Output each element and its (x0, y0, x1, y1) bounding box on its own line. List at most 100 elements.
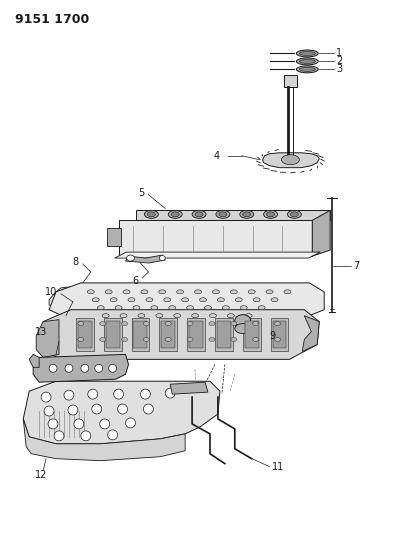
Polygon shape (106, 321, 120, 349)
Polygon shape (270, 318, 289, 351)
Ellipse shape (49, 365, 57, 372)
Ellipse shape (141, 290, 148, 294)
Ellipse shape (169, 306, 176, 310)
Ellipse shape (284, 290, 291, 294)
Ellipse shape (291, 212, 298, 217)
Ellipse shape (95, 365, 103, 372)
Ellipse shape (171, 212, 179, 217)
Ellipse shape (187, 321, 193, 326)
Ellipse shape (248, 290, 255, 294)
Ellipse shape (100, 321, 106, 326)
Ellipse shape (222, 306, 229, 310)
Ellipse shape (235, 324, 251, 334)
Text: 9: 9 (270, 330, 276, 341)
Ellipse shape (74, 419, 84, 429)
Ellipse shape (165, 321, 171, 326)
Ellipse shape (200, 298, 206, 302)
Ellipse shape (282, 155, 299, 165)
Ellipse shape (123, 290, 130, 294)
Text: 13: 13 (35, 327, 47, 336)
Ellipse shape (88, 389, 98, 399)
Text: 5: 5 (138, 188, 144, 198)
Ellipse shape (296, 58, 318, 65)
Ellipse shape (164, 298, 171, 302)
Ellipse shape (141, 389, 150, 399)
Ellipse shape (192, 314, 199, 318)
Ellipse shape (113, 389, 124, 399)
Polygon shape (215, 318, 233, 351)
Ellipse shape (127, 255, 134, 261)
Ellipse shape (143, 404, 153, 414)
Polygon shape (187, 318, 205, 351)
Ellipse shape (253, 298, 260, 302)
Polygon shape (39, 310, 319, 359)
Ellipse shape (133, 306, 140, 310)
Ellipse shape (100, 419, 110, 429)
Polygon shape (136, 211, 330, 220)
Ellipse shape (92, 404, 102, 414)
Polygon shape (312, 211, 330, 256)
Ellipse shape (143, 321, 149, 326)
Ellipse shape (102, 314, 109, 318)
Polygon shape (29, 354, 39, 367)
Ellipse shape (159, 256, 165, 261)
Polygon shape (119, 220, 312, 256)
Ellipse shape (240, 211, 254, 219)
Ellipse shape (105, 290, 112, 294)
Ellipse shape (253, 321, 259, 326)
Polygon shape (49, 283, 324, 320)
Ellipse shape (192, 211, 206, 219)
Ellipse shape (125, 418, 136, 428)
Ellipse shape (275, 337, 280, 342)
Ellipse shape (65, 365, 73, 372)
Ellipse shape (122, 337, 127, 342)
Ellipse shape (41, 392, 51, 402)
Ellipse shape (128, 298, 135, 302)
Polygon shape (132, 318, 149, 351)
Ellipse shape (144, 211, 158, 219)
Ellipse shape (205, 306, 211, 310)
Ellipse shape (235, 314, 251, 327)
Polygon shape (302, 316, 319, 351)
Ellipse shape (78, 321, 84, 326)
Text: 7: 7 (353, 261, 359, 271)
Ellipse shape (151, 306, 158, 310)
Ellipse shape (120, 314, 127, 318)
Ellipse shape (44, 406, 54, 416)
Ellipse shape (217, 298, 224, 302)
Ellipse shape (110, 298, 117, 302)
Ellipse shape (68, 405, 78, 415)
Ellipse shape (97, 306, 104, 310)
Polygon shape (125, 255, 165, 263)
Text: 12: 12 (35, 470, 47, 480)
Ellipse shape (118, 404, 127, 414)
Ellipse shape (209, 321, 215, 326)
Text: 3: 3 (336, 64, 342, 74)
Polygon shape (36, 320, 59, 358)
Ellipse shape (48, 419, 58, 429)
Text: 8: 8 (73, 257, 79, 267)
Text: 6: 6 (132, 276, 139, 286)
Polygon shape (170, 382, 208, 394)
Polygon shape (107, 228, 120, 246)
Ellipse shape (109, 365, 117, 372)
Polygon shape (189, 321, 203, 349)
Ellipse shape (148, 212, 155, 217)
Ellipse shape (296, 50, 318, 57)
Ellipse shape (258, 306, 265, 310)
Ellipse shape (64, 390, 74, 400)
Ellipse shape (87, 290, 94, 294)
Ellipse shape (81, 365, 89, 372)
Ellipse shape (143, 337, 149, 342)
Ellipse shape (212, 290, 219, 294)
Ellipse shape (108, 430, 118, 440)
Polygon shape (115, 252, 320, 258)
Ellipse shape (187, 306, 194, 310)
Ellipse shape (54, 431, 64, 441)
Ellipse shape (253, 337, 259, 342)
Ellipse shape (275, 321, 280, 326)
Ellipse shape (240, 306, 247, 310)
Text: 10: 10 (45, 287, 57, 297)
Polygon shape (49, 287, 71, 314)
Ellipse shape (194, 290, 201, 294)
